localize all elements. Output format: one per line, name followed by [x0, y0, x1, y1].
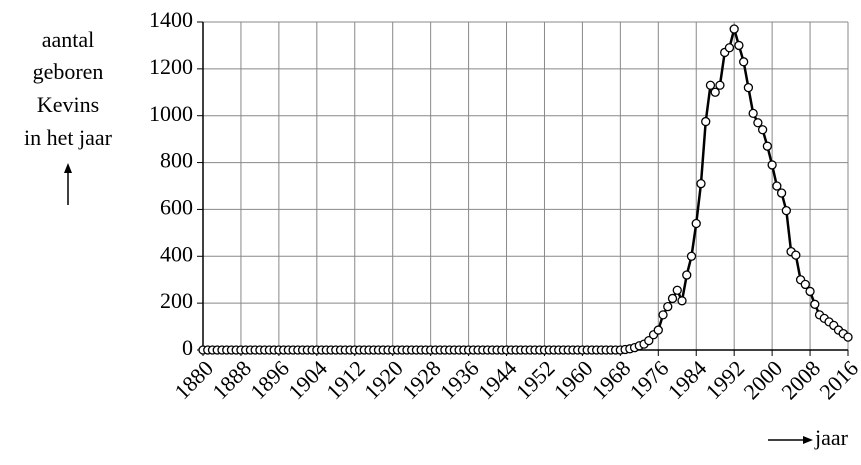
data-point [739, 57, 749, 67]
data-point [663, 302, 673, 312]
data-point [729, 24, 739, 34]
data-point [743, 82, 754, 93]
y-axis-label: geboren [33, 59, 104, 84]
y-axis-label: Kevins [37, 92, 99, 117]
data-point [800, 279, 810, 290]
data-point [682, 270, 692, 280]
data-point [843, 332, 853, 342]
data-point [701, 116, 711, 127]
y-axis-label: aantal [42, 27, 95, 52]
data-point [658, 310, 668, 320]
data-point [781, 205, 791, 216]
data-point [644, 335, 654, 346]
x-tick-label: 1936 [435, 355, 484, 404]
data-point [772, 181, 782, 191]
y-tick-label: 800 [160, 148, 193, 173]
x-tick-label: 1960 [549, 355, 598, 404]
data-point [748, 108, 758, 119]
x-tick-label: 2016 [814, 355, 861, 404]
x-arrow-head [803, 436, 813, 444]
x-tick-label: 1952 [511, 355, 560, 404]
x-tick-label: 2008 [776, 355, 825, 404]
data-point [691, 218, 701, 229]
y-tick-label: 1200 [149, 54, 193, 79]
data-point [724, 43, 735, 53]
data-point [705, 80, 716, 90]
data-point [667, 293, 678, 304]
data-point [776, 188, 787, 198]
x-tick-label: 1968 [587, 355, 636, 404]
y-tick-label: 400 [160, 241, 193, 266]
data-point [791, 250, 801, 260]
data-point [757, 125, 768, 135]
data-point [810, 299, 820, 309]
data-point [734, 40, 744, 51]
x-tick-label: 1976 [625, 355, 674, 404]
x-tick-label: 1984 [663, 355, 712, 404]
data-line [203, 24, 849, 352]
x-tick-label: 1888 [207, 355, 256, 404]
data-point [715, 80, 725, 90]
data-point [805, 286, 815, 297]
data-point [686, 251, 697, 261]
y-tick-label: 0 [182, 335, 193, 360]
x-tick-label: 1880 [169, 355, 218, 404]
x-tick-label: 1920 [359, 355, 408, 404]
data-point [677, 296, 687, 306]
y-arrow-head [64, 163, 72, 173]
x-tick-label: 1928 [397, 355, 446, 404]
x-axis-label: jaar [814, 425, 849, 450]
x-tick-label: 2000 [738, 355, 787, 404]
data-point [753, 118, 763, 128]
data-point [710, 87, 720, 97]
x-tick-label: 1904 [283, 355, 332, 404]
x-tick-label: 1944 [473, 355, 522, 404]
y-tick-label: 1400 [149, 7, 193, 32]
x-tick-label: 1896 [245, 355, 294, 404]
y-tick-label: 600 [160, 194, 193, 219]
data-point [767, 160, 777, 170]
y-tick-label: 1000 [149, 101, 193, 126]
x-tick-label: 1992 [700, 355, 749, 404]
data-point [672, 285, 682, 295]
data-point [653, 325, 663, 335]
data-point [762, 141, 773, 151]
y-axis-label: in het jaar [24, 125, 113, 150]
x-tick-label: 1912 [321, 355, 370, 404]
y-tick-label: 200 [160, 288, 193, 313]
data-point [696, 179, 706, 189]
